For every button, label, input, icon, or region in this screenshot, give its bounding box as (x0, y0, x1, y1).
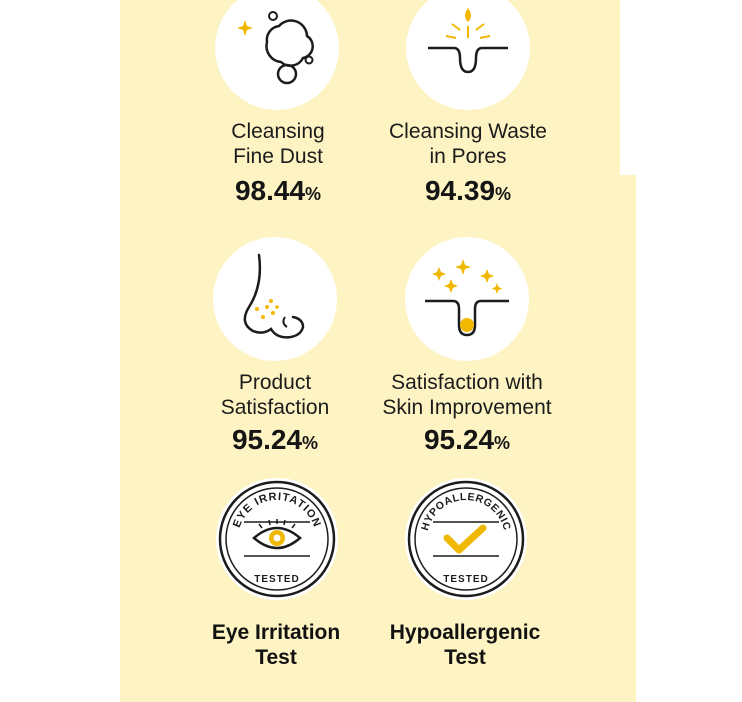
feature-label-line2: Skin Improvement (382, 396, 552, 419)
percentage-unit: % (494, 433, 511, 453)
feature-label-line2: Fine Dust (233, 145, 323, 168)
feature-label-line1: Cleansing (231, 120, 325, 143)
feature-label: Product Satisfaction (160, 370, 390, 420)
skin-sparkle-icon (405, 237, 529, 361)
badge-title-line1: Hypoallergenic (389, 621, 541, 644)
percentage-unit: % (302, 433, 319, 453)
badge-title-line2: Test (444, 646, 486, 669)
feature-label-line1: Cleansing Waste (389, 120, 547, 143)
percentage-unit: % (305, 184, 322, 204)
eye-irritation-seal-icon: EYE IRRITATION TESTED (216, 478, 338, 600)
feature-label-line2: in Pores (429, 145, 507, 168)
percentage-value: 94.39 (424, 175, 496, 206)
seal-bottom-text: TESTED (443, 574, 488, 585)
badge-title: Eye Irritation Test (161, 620, 391, 670)
feature-label-line1: Satisfaction with (391, 371, 543, 394)
percentage-value: 95.24 (423, 424, 495, 455)
badge-title: Hypoallergenic Test (350, 620, 580, 670)
feature-label-line1: Product (238, 371, 312, 394)
feature-percentage: 94.39% (353, 176, 583, 209)
panel-strip (620, 175, 636, 702)
background-panel (120, 0, 620, 702)
badge-title-line1: Eye Irritation (211, 621, 341, 644)
feature-percentage: 95.24% (160, 425, 390, 458)
nose-icon (213, 237, 337, 361)
feature-label: Satisfaction with Skin Improvement (352, 370, 582, 420)
percentage-value: 98.44 (234, 175, 306, 206)
feature-label-line2: Satisfaction (220, 396, 330, 419)
percentage-unit: % (495, 184, 512, 204)
feature-percentage: 98.44% (163, 176, 393, 209)
feature-percentage: 95.24% (352, 425, 582, 458)
hypoallergenic-seal-icon: HYPOALLERGENIC TESTED (405, 478, 527, 600)
feature-label: Cleansing Fine Dust (163, 119, 393, 169)
panel-gap (620, 0, 636, 175)
pore-cleansing-icon (406, 0, 530, 110)
percentage-value: 95.24 (231, 424, 303, 455)
svg-text:HYPOALLERGENIC: HYPOALLERGENIC (419, 491, 513, 532)
seal-top-text: HYPOALLERGENIC (419, 491, 512, 532)
feature-label: Cleansing Waste in Pores (353, 119, 583, 169)
seal-bottom-text: TESTED (254, 574, 299, 585)
bubbles-icon (215, 0, 339, 110)
badge-title-line2: Test (255, 646, 297, 669)
